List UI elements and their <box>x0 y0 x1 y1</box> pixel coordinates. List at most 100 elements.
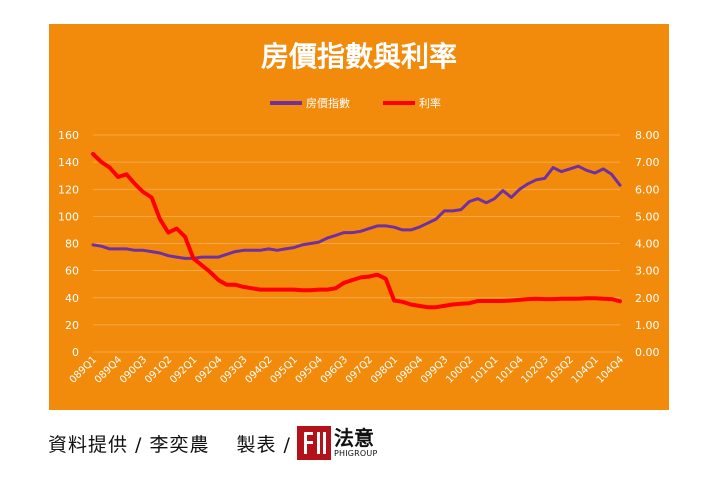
footer: 資料提供 / 李奕農 製表 / 法意 PHIGROUP <box>48 423 378 463</box>
rate-point <box>384 277 387 280</box>
logo-name: 法意 <box>333 426 374 450</box>
index-point <box>159 252 161 254</box>
rate-point <box>376 273 379 276</box>
index-point <box>276 249 278 252</box>
rate-point <box>443 305 446 307</box>
rate-point <box>100 161 103 163</box>
left-axis: 0 20 40 60 80 100 120 140 160 <box>58 129 79 359</box>
logo-mark-icon <box>296 426 331 460</box>
index-point <box>150 250 153 253</box>
rate-point <box>92 153 94 155</box>
chart-background <box>49 24 669 410</box>
index-point <box>251 249 253 252</box>
rate-point <box>410 303 412 306</box>
rate-point <box>326 288 329 291</box>
rate-point <box>309 289 312 291</box>
rate-point <box>276 288 278 291</box>
credit-text: 資料提供 / 李奕農 製表 / <box>48 433 291 456</box>
rate-point <box>284 288 287 291</box>
left-tick-label: 0 <box>72 346 79 359</box>
index-point <box>602 168 605 170</box>
index-point <box>435 218 437 220</box>
index-point <box>200 256 203 258</box>
index-point <box>384 225 387 227</box>
logo-subtitle: PHIGROUP <box>333 449 378 458</box>
rate-point <box>426 306 429 309</box>
rate-point <box>518 299 521 301</box>
right-tick-label: 4.00 <box>635 238 660 251</box>
index-point <box>560 170 563 173</box>
rate-point <box>610 298 613 300</box>
rate-point <box>594 297 596 300</box>
index-point <box>234 250 237 253</box>
rate-point <box>510 299 513 302</box>
rate-point <box>267 288 270 291</box>
index-point <box>359 230 362 233</box>
index-point <box>577 165 579 167</box>
legend: 房價指數 利率 <box>270 96 441 110</box>
index-point <box>309 242 312 245</box>
rate-point <box>535 298 538 300</box>
index-point <box>510 196 513 199</box>
right-tick-label: 6.00 <box>635 183 660 196</box>
rate-point <box>217 279 220 281</box>
index-point <box>301 244 303 246</box>
rate-point <box>368 275 370 278</box>
rate-point <box>468 302 471 304</box>
index-point <box>552 166 554 169</box>
series-rate <box>91 152 622 310</box>
index-point <box>292 246 295 249</box>
rate-point <box>167 231 170 234</box>
index-point <box>485 202 487 204</box>
index-point <box>451 210 454 212</box>
rate-point <box>175 227 178 230</box>
index-point <box>468 200 471 203</box>
index-point <box>242 249 245 252</box>
rate-point <box>192 257 195 260</box>
rate-point <box>259 288 262 291</box>
index-point <box>594 172 596 174</box>
index-point <box>476 197 479 200</box>
left-tick-label: 60 <box>65 265 79 278</box>
index-point <box>318 241 320 243</box>
rate-point <box>619 300 621 303</box>
index-point <box>401 229 404 231</box>
rate-point <box>569 298 571 300</box>
legend-label-rate: 利率 <box>419 96 441 110</box>
rate-point <box>393 299 395 302</box>
index-point <box>167 254 170 257</box>
index-point <box>100 245 103 248</box>
index-point <box>493 197 496 200</box>
right-tick-label: 5.00 <box>635 210 660 223</box>
logo-text: 法意 PHIGROUP <box>334 428 378 458</box>
index-point <box>142 249 144 252</box>
rate-point <box>585 297 588 300</box>
rate-point <box>125 173 128 176</box>
left-tick-label: 120 <box>58 183 79 196</box>
rate-point <box>401 301 404 303</box>
index-point <box>326 237 329 239</box>
chart-title: 房價指數與利率 <box>261 40 457 73</box>
index-point <box>527 183 529 185</box>
rate-point <box>117 176 119 178</box>
rate-point <box>142 191 144 193</box>
rate-point <box>485 300 487 302</box>
rate-point <box>527 298 529 300</box>
index-point <box>226 253 228 256</box>
rate-point <box>351 279 354 281</box>
right-tick-label: 0.00 <box>635 346 660 359</box>
index-point <box>117 248 119 250</box>
rate-point <box>334 287 337 290</box>
index-point <box>543 177 546 180</box>
index-point <box>343 231 345 234</box>
right-tick-label: 3.00 <box>635 265 660 278</box>
right-tick-label: 1.00 <box>635 319 660 332</box>
rate-point <box>209 271 211 273</box>
index-point <box>217 256 220 258</box>
index-point <box>334 234 337 237</box>
rate-point <box>552 298 554 300</box>
index-point <box>443 210 446 212</box>
index-point <box>610 173 613 176</box>
rate-point <box>134 183 136 185</box>
